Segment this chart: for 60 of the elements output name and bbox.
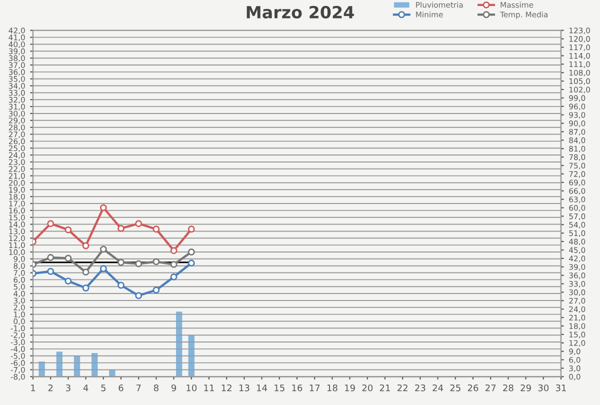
point [118, 224, 124, 232]
point [135, 292, 142, 300]
point [82, 284, 90, 292]
x-tick-label: 13 [239, 384, 250, 392]
point [64, 226, 72, 234]
point [152, 226, 160, 233]
point [100, 246, 107, 253]
point [47, 254, 54, 262]
x-tick-label: 24 [432, 384, 444, 392]
x-tick-label: 8 [154, 384, 158, 392]
point [64, 254, 72, 262]
x-tick-label: 1 [31, 384, 36, 392]
point [118, 282, 124, 289]
x-tick-label: 27 [486, 384, 496, 392]
point [135, 260, 142, 268]
x-tick-label: 14 [257, 384, 268, 392]
x-tick-label: 21 [380, 384, 390, 392]
point [170, 260, 178, 268]
point [64, 278, 72, 285]
x-tick-label: 9 [171, 384, 176, 392]
x-tick-label: 5 [101, 384, 106, 392]
point [47, 268, 54, 275]
x-tick-label: 20 [362, 384, 373, 392]
point [100, 265, 107, 272]
x-tick-label: 18 [327, 384, 338, 392]
point [188, 260, 195, 267]
bar [109, 370, 116, 377]
x-tick-label: 28 [503, 384, 514, 392]
x-tick-label: 23 [415, 384, 426, 392]
point [100, 204, 107, 212]
x-tick-label: 10 [186, 384, 197, 392]
point [188, 226, 195, 233]
x-tick-label: 7 [136, 384, 141, 392]
x-tick-label: 6 [118, 384, 124, 392]
point [170, 247, 178, 254]
x-tick-label: 25 [450, 384, 460, 392]
x-tick-label: 12 [222, 384, 232, 392]
x-tick-label: 26 [468, 384, 478, 392]
point [82, 268, 90, 276]
x-tick-label: 11 [204, 384, 214, 392]
x-tick-label: 15 [274, 384, 284, 392]
point [118, 258, 124, 266]
x-tick-label: 2 [48, 384, 53, 392]
point [82, 242, 90, 250]
x-tick-label: 19 [345, 384, 355, 392]
x-tick-label: 16 [292, 384, 302, 392]
x-tick-label: 4 [83, 384, 88, 392]
chart-title: Marzo 2024 [246, 6, 354, 18]
x-tick-label: 3 [66, 384, 70, 392]
point [152, 258, 160, 266]
point [188, 248, 195, 256]
point [135, 220, 142, 228]
x-tick-label: 30 [538, 384, 549, 392]
point [170, 273, 178, 280]
x-tick-label: 31 [556, 384, 566, 392]
x-tick-label: 17 [310, 384, 320, 392]
point [47, 220, 54, 228]
point [152, 286, 160, 294]
x-tick-label: 29 [520, 384, 531, 392]
x-tick-label: 22 [398, 384, 408, 392]
